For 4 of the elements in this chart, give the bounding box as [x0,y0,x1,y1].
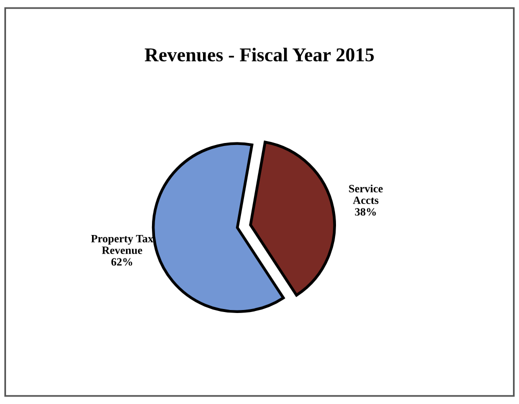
data-label: 62% [111,258,132,266]
chart-title: Revenues - Fiscal Year 2015 [144,48,374,62]
data-label: 38% [355,208,376,216]
slice-label: Service Accts [349,184,383,204]
